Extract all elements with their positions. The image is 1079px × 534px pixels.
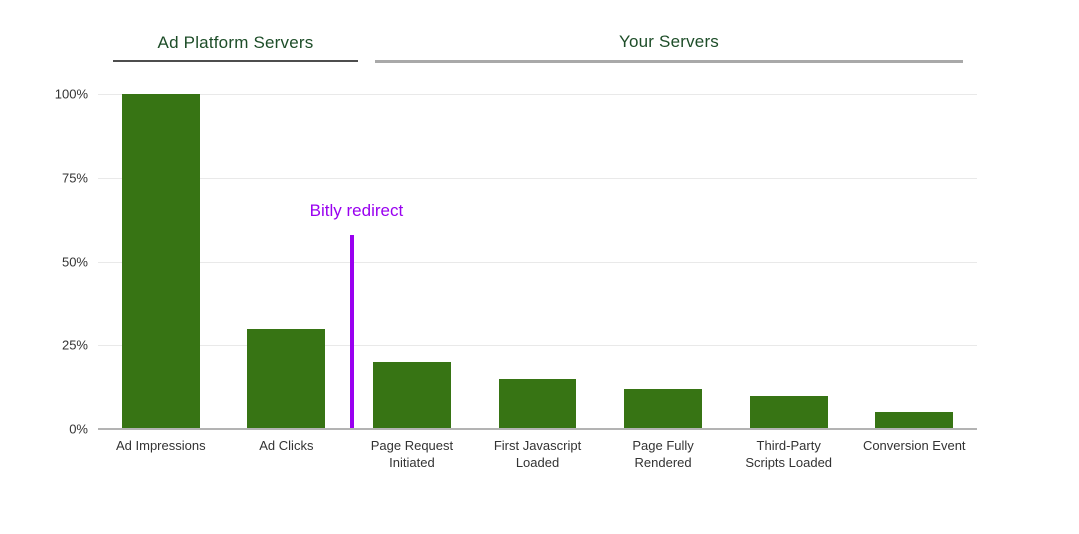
gridline-75 bbox=[98, 177, 977, 179]
bar-column-ad-impressions bbox=[98, 94, 224, 429]
bar-column-first-javascript-loaded bbox=[475, 94, 601, 429]
category-label-page-request-initiated: Page Request Initiated bbox=[370, 438, 454, 470]
category-label-page-fully-rendered: Page Fully Rendered bbox=[632, 438, 694, 470]
bar-ad-clicks bbox=[247, 328, 326, 429]
bar-first-javascript-loaded bbox=[498, 378, 577, 429]
bar-column-third-party-scripts-loaded bbox=[726, 94, 852, 429]
gridline-50 bbox=[98, 261, 977, 263]
bar-conversion-event bbox=[875, 412, 954, 429]
gridline-100 bbox=[98, 94, 977, 95]
y-tick-75: 75% bbox=[61, 170, 88, 186]
y-tick-25: 25% bbox=[61, 337, 88, 353]
bar-ad-impressions bbox=[121, 94, 200, 429]
bar-page-fully-rendered bbox=[624, 388, 703, 429]
section-header-ad-platform-servers: Ad Platform Servers bbox=[113, 33, 358, 62]
y-tick-0: 0% bbox=[69, 421, 88, 437]
section-header-label: Your Servers bbox=[618, 32, 720, 51]
gridline-25 bbox=[98, 345, 977, 347]
y-tick-50: 50% bbox=[61, 254, 88, 269]
category-label-first-javascript-loaded: First Javascript Loaded bbox=[493, 438, 582, 470]
bar-series bbox=[98, 94, 977, 429]
y-tick-100: 100% bbox=[54, 86, 88, 102]
x-axis-line bbox=[98, 428, 977, 430]
bar-column-page-fully-rendered bbox=[600, 94, 726, 429]
section-header-your-servers: Your Servers bbox=[375, 32, 963, 63]
category-label-ad-clicks: Ad Clicks bbox=[259, 438, 314, 453]
x-axis-category-labels: Ad Impressions Ad Clicks Page Request In… bbox=[98, 437, 977, 471]
bar-column-conversion-event bbox=[851, 94, 977, 429]
y-axis: 100% 75% 50% 25% 0% bbox=[0, 87, 88, 437]
bitly-redirect-label: Bitly redirect bbox=[309, 200, 404, 220]
bitly-redirect-marker-line bbox=[350, 234, 355, 429]
section-header-label: Ad Platform Servers bbox=[157, 33, 314, 52]
plot-area: Bitly redirect bbox=[98, 94, 977, 430]
category-label-conversion-event: Conversion Event bbox=[862, 438, 966, 453]
bar-third-party-scripts-loaded bbox=[749, 395, 828, 429]
bar-page-request-initiated bbox=[373, 362, 451, 429]
category-label-ad-impressions: Ad Impressions bbox=[115, 438, 206, 453]
category-label-third-party-scripts-loaded: Third-Party Scripts Loaded bbox=[745, 438, 833, 470]
bar-column-ad-clicks bbox=[224, 94, 350, 429]
bar-column-page-request-initiated bbox=[349, 94, 475, 429]
